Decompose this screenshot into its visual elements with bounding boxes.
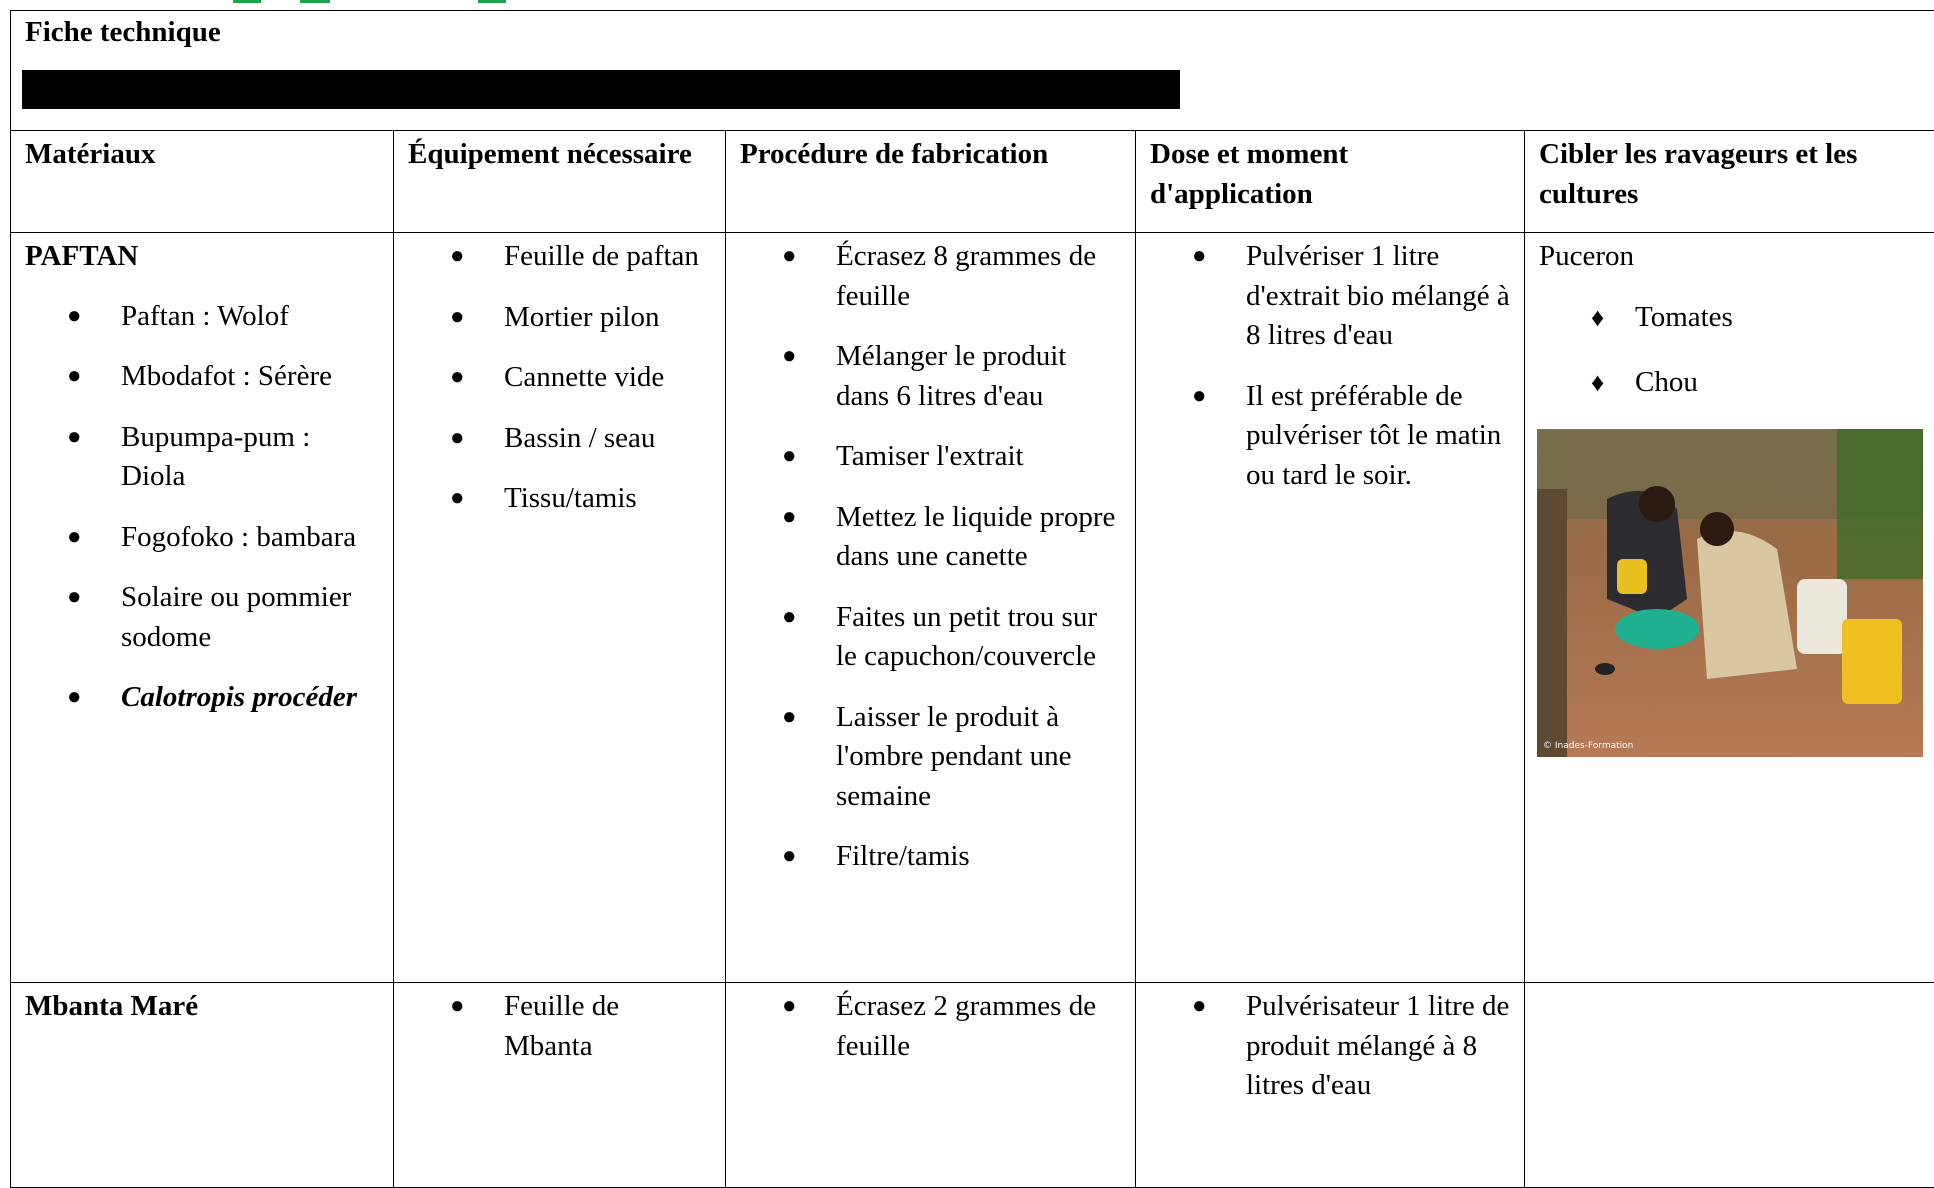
procedure-step: Écrasez 8 grammes de feuille [740, 237, 1121, 316]
local-name: Solaire ou pommier sodome [25, 578, 379, 657]
procedure-step: Faites un petit trou sur le capuchon/cou… [740, 598, 1121, 677]
dose-item: Pulvérisateur 1 litre de produit mélangé… [1150, 987, 1510, 1106]
crop: Chou [1539, 363, 1934, 403]
equipment-item: Cannette vide [408, 358, 711, 398]
image-credit: © Inades-Formation [1543, 741, 1633, 751]
photo-image [1537, 429, 1923, 757]
procedure-step: Laisser le produit à l'ombre pendant une… [740, 698, 1121, 817]
column-header: Équipement nécessaire [394, 131, 726, 233]
photo: © Inades-Formation [1537, 429, 1923, 757]
cell: PAFTAN Paftan : Wolof Mbodafot : Sérère Bup… [11, 233, 394, 983]
decoration [300, 0, 330, 3]
material-name: PAFTAN [25, 237, 379, 277]
cell: Puceron Tomates Chou © Inades-Formation [1525, 233, 1934, 983]
column-header: Procédure de fabrication [726, 131, 1136, 233]
equipment-item: Feuille de Mbanta [408, 987, 711, 1066]
list: Pulvériser 1 litre d'extrait bio mélangé… [1150, 237, 1510, 495]
material-name: Mbanta Maré [25, 987, 379, 1027]
dose-item: Il est préférable de pulvériser tôt le m… [1150, 377, 1510, 496]
procedure-step: Mettez le liquide propre dans une canett… [740, 498, 1121, 577]
equipment-item: Bassin / seau [408, 419, 711, 459]
decoration [233, 0, 261, 3]
list: Tomates Chou [1539, 298, 1934, 403]
list: Feuille de paftan Mortier pilon Cannette v… [408, 237, 711, 519]
list: Feuille de Mbanta [408, 987, 711, 1066]
local-name: Mbodafot : Sérère [25, 357, 379, 397]
cell: Feuille de Mbanta [394, 983, 726, 1188]
local-name: Paftan : Wolof [25, 297, 379, 337]
column-header: Dose et moment d'application [1136, 131, 1525, 233]
table-row: PAFTAN Paftan : Wolof Mbodafot : Sérère Bup… [11, 233, 1934, 983]
list: Écrasez 8 grammes de feuille Mélanger le … [740, 237, 1121, 877]
crop: Tomates [1539, 298, 1934, 338]
decoration [478, 0, 506, 3]
table-row: Mbanta Maré Feuille de Mbanta Écrasez 2 gr… [11, 983, 1934, 1188]
cell: Feuille de paftan Mortier pilon Cannette v… [394, 233, 726, 983]
list: Écrasez 2 grammes de feuille [740, 987, 1121, 1066]
procedure-step: Tamiser l'extrait [740, 437, 1121, 477]
cell [1525, 983, 1934, 1188]
procedure-step: Écrasez 2 grammes de feuille [740, 987, 1121, 1066]
cell: Pulvériser 1 litre d'extrait bio mélangé… [1136, 233, 1525, 983]
cell: Mbanta Maré [11, 983, 394, 1188]
column-header: Cibler les ravageurs et les cultures [1525, 131, 1934, 233]
procedure-step: Mélanger le produit dans 6 litres d'eau [740, 337, 1121, 416]
dose-item: Pulvériser 1 litre d'extrait bio mélangé… [1150, 237, 1510, 356]
local-name: Calotropis procéder [25, 678, 379, 718]
column-header: Matériaux [11, 131, 394, 233]
equipment-item: Feuille de paftan [408, 237, 711, 277]
title: Fiche technique [25, 16, 221, 48]
local-name: Fogofoko : bambara [25, 518, 379, 558]
local-name: Bupumpa-pum : Diola [25, 418, 379, 497]
list: Pulvérisateur 1 litre de produit mélangé… [1150, 987, 1510, 1106]
pest: Puceron [1539, 237, 1934, 277]
procedure-step: Filtre/tamis [740, 837, 1121, 877]
equipment-item: Tissu/tamis [408, 479, 711, 519]
cell: Écrasez 8 grammes de feuille Mélanger le … [726, 233, 1136, 983]
cell: Pulvérisateur 1 litre de produit mélangé… [1136, 983, 1525, 1188]
list: Paftan : Wolof Mbodafot : Sérère Bupumpa-p… [25, 297, 379, 718]
cell: Écrasez 2 grammes de feuille [726, 983, 1136, 1188]
equipment-item: Mortier pilon [408, 298, 711, 338]
redaction [22, 70, 1180, 109]
